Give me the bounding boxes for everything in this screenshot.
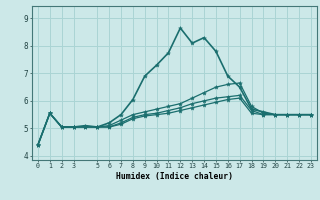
X-axis label: Humidex (Indice chaleur): Humidex (Indice chaleur) (116, 172, 233, 181)
